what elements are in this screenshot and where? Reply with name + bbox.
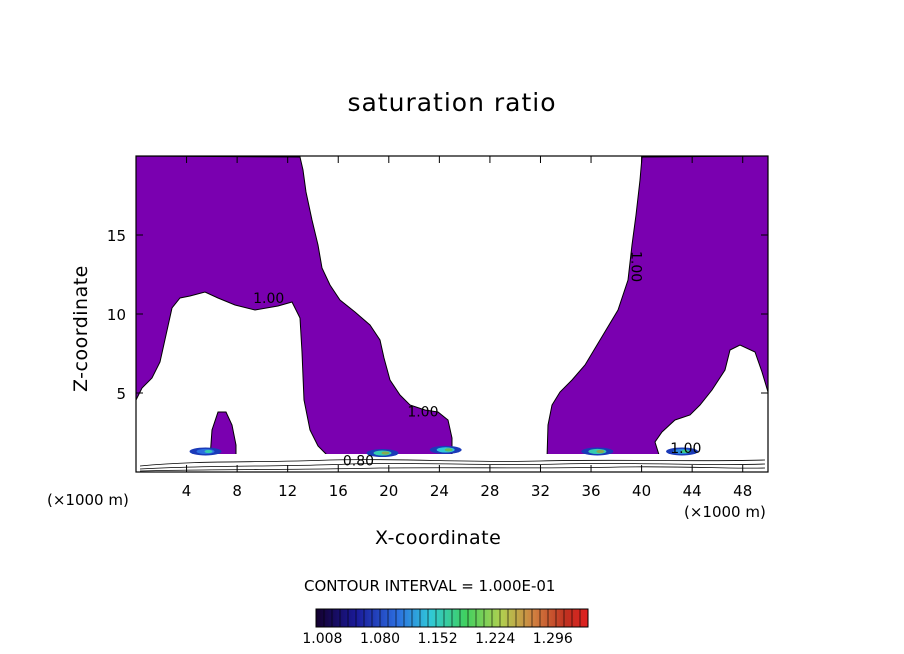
x-axis-ticks: 4 8 12 16 20 24 28 32 36 40 44 48 [182,156,752,500]
contour-label: 1.00 [670,441,701,457]
y-axis-ticks: 5 10 15 [107,227,768,403]
x-tick-label: 8 [232,482,242,500]
colorbar-tick-label: 1.296 [532,631,573,647]
x-unit-left: (×1000 m) [47,491,129,509]
x-tick-label: 4 [182,482,192,500]
colorbar-tick-label: 1.080 [359,631,401,647]
supersaturation-patch [189,447,222,456]
supersaturation-patch [366,449,399,458]
x-tick-label: 28 [480,482,499,500]
y-tick-label: 10 [107,306,126,324]
contour-label: 0.80 [343,454,374,470]
contour-labels: 1.00 1.00 1.00 0.80 1.00 [253,251,701,470]
x-tick-label: 40 [632,482,651,500]
x-tick-label: 48 [733,482,752,500]
contour-label: 1.00 [627,251,643,282]
supersaturation-patch [429,445,462,454]
contour-label: 1.00 [407,405,438,421]
x-tick-label: 20 [379,482,398,500]
x-axis-title: X-coordinate [375,527,502,549]
y-tick-label: 15 [107,227,126,245]
x-tick-label: 12 [278,482,297,500]
colorbar-tick-label: 1.224 [475,631,516,647]
surface-contours [139,459,766,472]
y-tick-label: 5 [116,385,126,403]
contour-label: 1.00 [253,291,284,307]
colorbar-tick-label: 1.152 [417,631,458,647]
x-tick-label: 24 [430,482,449,500]
x-tick-label: 32 [531,482,550,500]
y-axis-title: Z-coordinate [70,265,92,392]
x-tick-label: 44 [683,482,702,500]
x-tick-label: 16 [329,482,348,500]
colorbar-tick-label: 1.008 [302,631,343,647]
unsaturated-pocket-right [654,344,768,459]
supersaturation-patch [581,447,614,456]
saturated-region-right [546,156,768,459]
supersaturation-patch [666,447,699,456]
chart-title: saturation ratio [347,88,557,117]
contour-interval: CONTOUR INTERVAL = 1.000E-01 [304,577,556,595]
colorbar-ticks [323,609,581,627]
x-tick-label: 36 [581,482,600,500]
unsaturated-pocket-left [136,291,332,459]
supersaturation-patches [189,445,699,458]
x-unit-right: (×1000 m) [684,503,766,521]
